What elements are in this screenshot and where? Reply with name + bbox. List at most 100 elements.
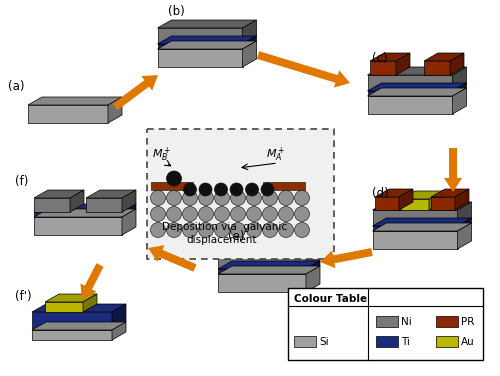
- FancyArrow shape: [80, 263, 104, 300]
- Polygon shape: [236, 234, 286, 242]
- Circle shape: [150, 223, 166, 238]
- Circle shape: [150, 191, 166, 206]
- Bar: [262, 182, 304, 190]
- Circle shape: [246, 191, 262, 206]
- Polygon shape: [34, 198, 70, 212]
- Polygon shape: [372, 223, 472, 231]
- Text: $M_B^+$: $M_B^+$: [152, 146, 172, 164]
- Polygon shape: [218, 245, 320, 253]
- Polygon shape: [306, 261, 320, 274]
- Polygon shape: [218, 261, 320, 269]
- Circle shape: [184, 183, 196, 196]
- FancyArrow shape: [320, 248, 373, 268]
- Polygon shape: [452, 67, 466, 91]
- Polygon shape: [401, 199, 429, 210]
- Polygon shape: [158, 41, 256, 49]
- Polygon shape: [370, 53, 410, 61]
- Polygon shape: [158, 28, 242, 44]
- Polygon shape: [236, 242, 272, 253]
- Text: (c): (c): [372, 52, 388, 65]
- Polygon shape: [372, 202, 472, 210]
- Polygon shape: [158, 20, 256, 28]
- Polygon shape: [86, 190, 136, 198]
- Circle shape: [294, 223, 310, 238]
- Polygon shape: [83, 294, 97, 312]
- Text: (e): (e): [228, 230, 244, 243]
- Polygon shape: [34, 204, 136, 212]
- Polygon shape: [458, 202, 471, 226]
- Circle shape: [246, 223, 262, 238]
- Polygon shape: [32, 304, 126, 312]
- Polygon shape: [455, 189, 469, 210]
- Polygon shape: [34, 209, 136, 217]
- Circle shape: [262, 191, 278, 206]
- Text: (a): (a): [8, 80, 24, 93]
- Polygon shape: [34, 217, 122, 235]
- Bar: [436, 316, 458, 327]
- Polygon shape: [34, 212, 122, 217]
- Polygon shape: [368, 96, 452, 114]
- Polygon shape: [218, 266, 320, 274]
- Polygon shape: [86, 198, 122, 212]
- Polygon shape: [306, 266, 320, 292]
- Polygon shape: [45, 294, 97, 302]
- Circle shape: [278, 191, 293, 206]
- Polygon shape: [112, 322, 126, 340]
- Circle shape: [230, 206, 246, 221]
- Polygon shape: [401, 191, 443, 199]
- Circle shape: [294, 206, 310, 221]
- Polygon shape: [458, 223, 471, 249]
- Circle shape: [262, 206, 278, 221]
- Polygon shape: [396, 53, 410, 75]
- Circle shape: [214, 223, 230, 238]
- Bar: [294, 336, 316, 347]
- Polygon shape: [32, 312, 112, 330]
- Text: (f'): (f'): [15, 290, 32, 303]
- Circle shape: [199, 183, 212, 196]
- Bar: [376, 336, 398, 347]
- Circle shape: [198, 206, 214, 221]
- Polygon shape: [431, 189, 469, 197]
- Polygon shape: [28, 97, 122, 105]
- Text: Au: Au: [461, 337, 475, 347]
- Circle shape: [246, 206, 262, 221]
- Polygon shape: [272, 234, 285, 253]
- Circle shape: [182, 191, 198, 206]
- Polygon shape: [32, 322, 126, 330]
- Text: (b): (b): [168, 5, 185, 18]
- Text: Ti: Ti: [401, 337, 410, 347]
- Polygon shape: [372, 231, 458, 249]
- Text: (f): (f): [15, 175, 28, 188]
- Polygon shape: [450, 53, 464, 75]
- Circle shape: [294, 191, 310, 206]
- Polygon shape: [158, 49, 242, 67]
- Text: Ni: Ni: [401, 317, 412, 327]
- Text: PR: PR: [461, 317, 474, 327]
- Polygon shape: [368, 67, 466, 75]
- Circle shape: [166, 171, 182, 186]
- FancyArrow shape: [257, 51, 350, 88]
- FancyBboxPatch shape: [147, 129, 334, 259]
- Circle shape: [214, 183, 228, 196]
- Polygon shape: [399, 189, 413, 210]
- Polygon shape: [70, 190, 84, 212]
- Polygon shape: [306, 245, 320, 269]
- Circle shape: [262, 223, 278, 238]
- Polygon shape: [218, 274, 306, 292]
- Polygon shape: [122, 190, 136, 212]
- Polygon shape: [242, 20, 256, 44]
- Polygon shape: [122, 209, 136, 235]
- Polygon shape: [122, 204, 136, 217]
- Bar: [150, 182, 192, 190]
- Polygon shape: [34, 190, 84, 198]
- Polygon shape: [158, 36, 256, 44]
- Polygon shape: [368, 83, 466, 91]
- Circle shape: [230, 183, 243, 196]
- FancyArrow shape: [112, 75, 158, 110]
- Polygon shape: [452, 83, 466, 96]
- Bar: [376, 316, 398, 327]
- Polygon shape: [429, 191, 443, 210]
- Circle shape: [261, 183, 274, 196]
- Circle shape: [182, 223, 198, 238]
- Polygon shape: [375, 197, 399, 210]
